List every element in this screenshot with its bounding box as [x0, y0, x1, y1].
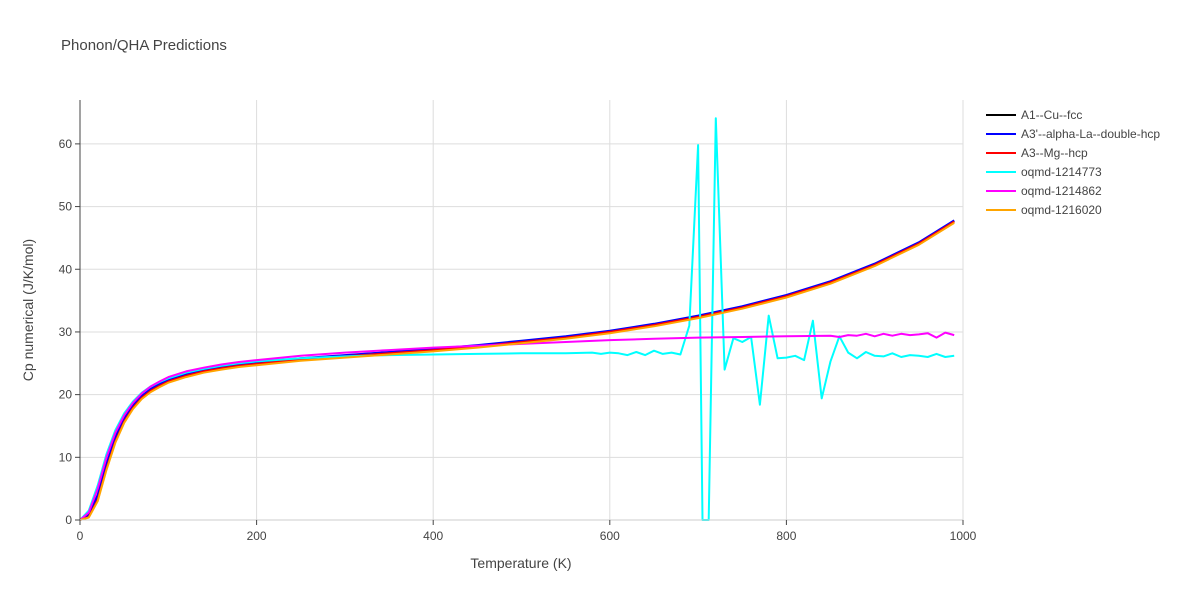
- y-tick-label: 20: [59, 388, 73, 402]
- x-axis-title: Temperature (K): [470, 555, 571, 571]
- y-tick-label: 10: [59, 450, 73, 464]
- legend-item[interactable]: A3--Mg--hcp: [986, 146, 1088, 160]
- x-tick-label: 400: [423, 529, 443, 543]
- legend-item[interactable]: A3'--alpha-La--double-hcp: [986, 127, 1160, 141]
- series-group: [79, 117, 955, 521]
- legend-item[interactable]: oqmd-1214773: [986, 165, 1102, 179]
- y-tick-label: 0: [65, 513, 72, 527]
- x-tick-label: 1000: [950, 529, 977, 543]
- legend-item[interactable]: oqmd-1216020: [986, 203, 1102, 217]
- y-tick-label: 30: [59, 325, 73, 339]
- x-tick-label: 800: [776, 529, 796, 543]
- y-tick-label: 60: [59, 137, 73, 151]
- legend-label: oqmd-1216020: [1021, 203, 1102, 217]
- x-tick-label: 600: [600, 529, 620, 543]
- x-tick-label: 0: [77, 529, 84, 543]
- y-tick-label: 40: [59, 262, 73, 276]
- legend-item[interactable]: A1--Cu--fcc: [986, 108, 1082, 122]
- legend-label: A3--Mg--hcp: [1021, 146, 1088, 160]
- chart-title: Phonon/QHA Predictions: [61, 37, 227, 54]
- y-ticks: 0 10 20 30 40 50 60: [59, 137, 80, 527]
- y-axis-title: Cp numerical (J/K/mol): [20, 239, 36, 381]
- axes: [79, 100, 963, 521]
- legend-label: A1--Cu--fcc: [1021, 108, 1082, 122]
- legend-label: A3'--alpha-La--double-hcp: [1021, 127, 1160, 141]
- x-tick-label: 200: [247, 529, 267, 543]
- series-line-oqmd-1214773: [79, 117, 955, 521]
- legend-item[interactable]: oqmd-1214862: [986, 184, 1102, 198]
- legend-label: oqmd-1214773: [1021, 165, 1102, 179]
- legend-label: oqmd-1214862: [1021, 184, 1102, 198]
- legend[interactable]: A1--Cu--fcc A3'--alpha-La--double-hcp A3--…: [986, 108, 1160, 217]
- grid: [80, 100, 964, 520]
- series-line-oqmd-1214862: [79, 331, 955, 521]
- series-line-oqmd-1216020: [79, 222, 955, 521]
- x-ticks: 0 200 400 600 800 1000: [77, 520, 977, 543]
- y-tick-label: 50: [59, 200, 73, 214]
